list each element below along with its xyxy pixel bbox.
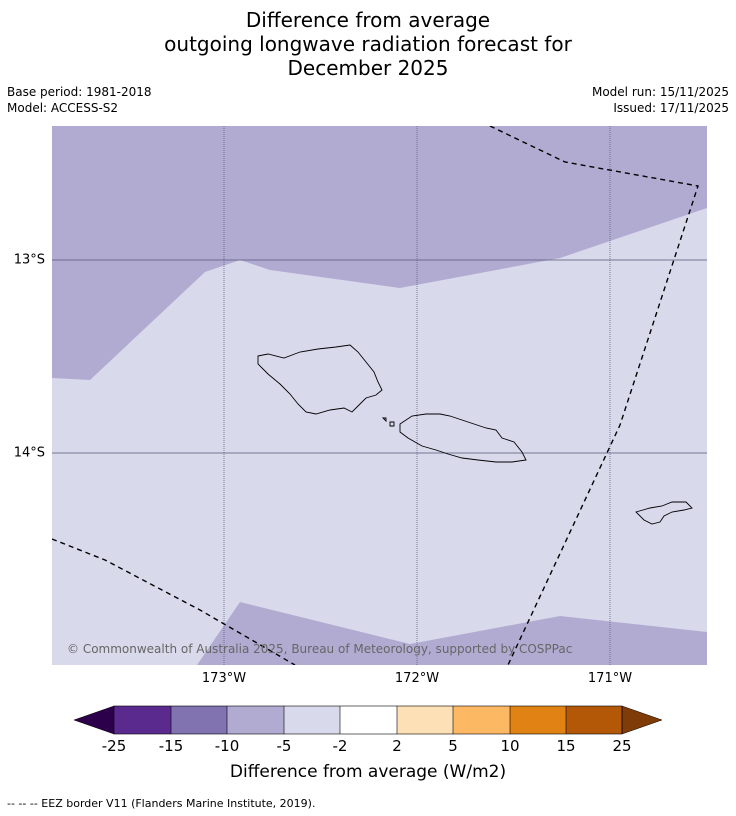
tutuila-island (635, 501, 693, 525)
colorbar-label: Difference from average (W/m2) (229, 762, 507, 782)
colorbar-segment (114, 706, 171, 734)
colorbar-tick: -2 (332, 737, 348, 755)
colorbar-segment (284, 706, 340, 734)
colorbar-segment (397, 706, 453, 734)
model-run: Model run: 15/11/2025 (591, 85, 729, 99)
eez-legend-note: -- -- -- EEZ border V11 (Flanders Marine… (7, 797, 316, 810)
coastline-samoa (257, 344, 693, 525)
lon-label-171w: 171°W (587, 671, 633, 686)
meta-left: Base period: 1981-2018 Model: ACCESS-S2 (7, 84, 152, 116)
colorbar-tick: -15 (158, 737, 184, 755)
lat-label-13s: 13°S (13, 252, 45, 268)
colorbar-segment (171, 706, 227, 734)
title-line-2: outgoing longwave radiation forecast for (164, 32, 572, 56)
model-name: Model: ACCESS-S2 (7, 101, 119, 115)
colorbar-tick: -25 (101, 737, 127, 755)
manono-islet (389, 421, 395, 427)
colorbar-tick: 10 (500, 737, 520, 755)
eez-border (52, 126, 699, 665)
graticule (52, 126, 707, 665)
copyright-text: © Commonwealth of Australia 2025, Bureau… (67, 642, 572, 656)
colorbar-tick: 2 (392, 737, 402, 755)
meta-right: Model run: 15/11/2025 Issued: 17/11/2025 (592, 84, 729, 116)
anomaly-region-south (197, 602, 707, 665)
colorbar-tick: 25 (612, 737, 632, 755)
title-line-1: Difference from average (245, 8, 491, 32)
colorbar-segment (510, 706, 566, 734)
title-line-3: December 2025 (287, 56, 449, 80)
upolu-island (399, 413, 527, 463)
map-panel: © Commonwealth of Australia 2025, Bureau… (52, 126, 707, 665)
colorbar-segment (340, 706, 397, 734)
lat-label-14s: 14°S (13, 445, 45, 461)
colorbar-tick: -5 (276, 737, 292, 755)
colorbar-tick: 5 (448, 737, 458, 755)
map-title: Difference from average outgoing longwav… (0, 8, 736, 80)
savaii-island (257, 344, 383, 415)
colorbar-tick: 15 (556, 737, 576, 755)
colorbar-tick: -10 (214, 737, 240, 755)
anomaly-region-north (52, 126, 707, 380)
colorbar-extend-high (621, 705, 663, 735)
colorbar-extend-low (73, 705, 115, 735)
colorbar (73, 705, 663, 735)
colorbar-outline (113, 705, 623, 735)
colorbar-segment (227, 706, 284, 734)
base-period: Base period: 1981-2018 (7, 85, 152, 99)
colorbar-segment (566, 706, 622, 734)
lon-label-172w: 172°W (394, 671, 440, 686)
apolima-islet (381, 417, 387, 423)
issued-date: Issued: 17/11/2025 (613, 101, 729, 115)
colorbar-segment (453, 706, 510, 734)
lon-label-173w: 173°W (201, 671, 247, 686)
